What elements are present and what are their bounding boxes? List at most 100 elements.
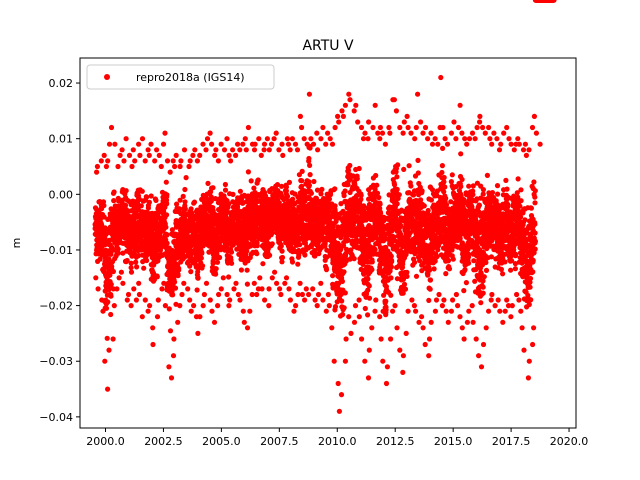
data-point xyxy=(400,369,406,375)
data-point xyxy=(426,285,432,291)
data-point xyxy=(296,250,302,256)
data-point xyxy=(462,267,468,273)
data-point xyxy=(390,308,396,314)
data-point xyxy=(326,196,332,202)
data-point xyxy=(123,195,129,201)
data-point xyxy=(339,298,345,304)
data-point xyxy=(222,181,228,188)
data-point xyxy=(318,280,324,286)
data-point xyxy=(362,358,368,364)
data-point xyxy=(108,251,114,257)
data-point xyxy=(109,263,115,270)
data-point xyxy=(308,136,314,142)
data-point xyxy=(251,147,258,153)
data-point xyxy=(444,141,451,147)
data-point xyxy=(159,286,165,292)
data-point xyxy=(442,136,448,142)
data-point xyxy=(116,275,122,281)
data-point xyxy=(403,252,409,258)
data-point xyxy=(133,297,139,303)
data-point xyxy=(466,260,472,266)
data-point xyxy=(412,136,418,142)
data-point xyxy=(242,136,248,142)
data-point xyxy=(453,136,459,142)
data-point xyxy=(394,174,400,180)
data-point xyxy=(186,163,192,170)
data-point xyxy=(401,281,408,287)
data-point xyxy=(102,358,108,364)
data-point xyxy=(297,280,303,286)
data-point xyxy=(123,188,129,194)
data-point xyxy=(145,147,151,153)
data-point xyxy=(299,124,305,131)
data-point xyxy=(170,353,177,359)
data-point xyxy=(224,291,230,298)
data-point xyxy=(396,192,402,198)
data-point xyxy=(377,209,383,215)
data-point xyxy=(428,197,434,203)
data-point xyxy=(195,330,201,336)
data-point xyxy=(188,308,194,314)
data-point xyxy=(129,244,135,250)
data-point xyxy=(365,375,372,381)
data-point xyxy=(226,274,232,280)
data-point xyxy=(408,183,414,189)
data-point xyxy=(321,242,328,248)
data-point xyxy=(166,364,172,370)
data-point xyxy=(315,291,322,298)
data-point xyxy=(215,158,221,164)
data-point xyxy=(352,303,359,309)
data-point xyxy=(360,136,367,142)
data-point xyxy=(244,325,251,331)
data-point xyxy=(234,205,240,211)
data-point xyxy=(136,252,142,259)
data-point xyxy=(383,307,389,313)
data-point xyxy=(457,102,463,108)
data-point xyxy=(363,291,369,297)
data-point xyxy=(188,269,194,275)
data-point xyxy=(416,319,422,325)
data-point xyxy=(422,124,429,131)
data-point xyxy=(155,258,161,264)
data-point xyxy=(244,267,250,273)
data-point xyxy=(110,336,116,342)
data-point xyxy=(284,193,291,199)
data-point xyxy=(472,136,478,142)
data-point xyxy=(105,299,111,305)
data-point xyxy=(221,147,228,153)
data-point xyxy=(372,308,378,314)
data-point xyxy=(266,147,272,153)
data-point xyxy=(356,314,362,320)
data-point xyxy=(413,124,419,131)
data-point xyxy=(478,300,484,306)
data-point xyxy=(406,163,412,169)
data-point xyxy=(389,233,395,239)
data-point xyxy=(133,241,139,247)
data-point xyxy=(299,178,305,184)
data-point xyxy=(478,364,485,370)
data-point xyxy=(329,141,336,147)
data-point xyxy=(228,249,235,255)
data-point xyxy=(227,297,233,303)
data-point xyxy=(220,275,226,281)
data-point xyxy=(137,152,143,158)
data-point xyxy=(238,267,244,273)
data-point xyxy=(148,193,154,199)
data-point xyxy=(373,297,379,303)
data-point xyxy=(440,145,446,151)
data-point xyxy=(397,347,403,353)
data-point xyxy=(356,297,362,303)
data-point xyxy=(162,223,168,229)
data-point xyxy=(375,130,381,136)
data-point xyxy=(458,151,464,157)
data-point xyxy=(229,260,235,266)
data-point xyxy=(123,258,129,264)
data-point xyxy=(301,136,307,142)
data-point xyxy=(282,280,288,286)
data-point xyxy=(283,275,290,281)
data-point xyxy=(269,241,275,247)
data-point xyxy=(128,269,135,275)
data-point xyxy=(433,297,440,303)
data-point xyxy=(388,336,394,342)
data-point xyxy=(167,328,174,334)
